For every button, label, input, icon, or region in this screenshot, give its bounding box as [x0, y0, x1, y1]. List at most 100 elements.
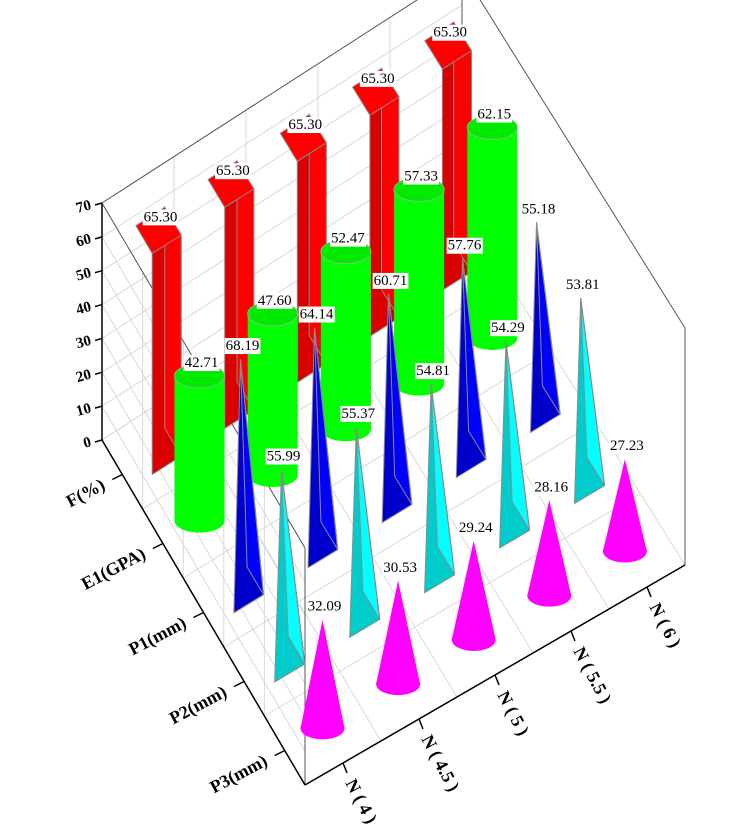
value-label-bg	[490, 320, 526, 337]
z-tick-label: 50	[74, 265, 93, 284]
series-axis-label: E1(GPA)	[78, 543, 149, 594]
bar	[529, 222, 561, 434]
bar	[602, 459, 647, 563]
z-tick	[94, 202, 103, 206]
value-label: 64.14	[300, 307, 334, 323]
series-tick	[193, 611, 204, 619]
z-axis: 0 10 20 30 40 50 60 70	[74, 197, 103, 452]
value-label-bg	[224, 338, 261, 355]
value-label: 42.71	[185, 355, 219, 371]
value-label: 54.81	[416, 363, 450, 379]
value-label-bg	[306, 598, 343, 615]
series-axis-label: P3(mm)	[206, 750, 271, 798]
z-tick-label: 40	[74, 299, 93, 318]
z-tick	[94, 303, 103, 308]
bar	[349, 426, 381, 639]
z-tick	[94, 371, 103, 376]
z-tick-label: 0	[82, 434, 93, 451]
value-label-bg	[298, 306, 335, 323]
value-label: 47.60	[258, 293, 292, 309]
z-tick	[94, 405, 103, 409]
series-axis-label: F(%)	[63, 474, 109, 512]
value-label: 27.23	[610, 438, 644, 454]
bar	[381, 293, 413, 524]
category-axis-label: N ( 6 )	[645, 599, 686, 651]
bar	[376, 580, 421, 696]
value-label-bg	[287, 117, 324, 134]
category-axis-label: N ( 4 )	[341, 775, 382, 827]
value-label-bg	[403, 168, 439, 185]
value-label: 65.30	[288, 117, 322, 133]
bar	[527, 500, 572, 607]
bars	[135, 20, 647, 740]
value-label: 68.19	[226, 338, 260, 354]
category-tick	[646, 586, 652, 598]
bar	[320, 239, 372, 442]
bar	[393, 177, 445, 396]
bar	[424, 20, 473, 292]
series-tick	[152, 542, 164, 550]
value-label-bg	[183, 355, 220, 372]
z-tick-label: 20	[74, 367, 93, 386]
series-axis-label: P2(mm)	[166, 681, 231, 729]
value-label-bg	[142, 209, 179, 226]
category-tick	[342, 762, 348, 774]
z-tick	[94, 439, 103, 443]
category-tick	[418, 718, 424, 730]
value-label: 55.18	[522, 201, 556, 217]
bar	[573, 298, 606, 505]
value-label-bg	[564, 277, 601, 294]
value-label-bg	[330, 230, 367, 247]
category-axis-label: N ( 5.5 )	[569, 643, 616, 707]
bar	[174, 363, 225, 533]
value-label: 28.16	[534, 479, 568, 495]
value-labels: 65.30 65.30 42.71 65.30 47.60 68.19 65.30 52.47…	[142, 24, 645, 615]
value-label: 32.09	[308, 599, 342, 615]
value-label: 65.30	[361, 71, 395, 87]
value-label: 57.76	[448, 238, 482, 254]
value-label-bg	[415, 363, 451, 380]
value-label-bg	[340, 405, 377, 422]
value-label-bg	[265, 448, 302, 465]
series-axis-label: P1(mm)	[125, 612, 190, 660]
bar	[300, 619, 345, 740]
value-label: 65.30	[433, 25, 467, 41]
z-tick-label: 70	[74, 197, 93, 216]
value-label-bg	[476, 106, 513, 123]
bar	[451, 540, 496, 651]
z-tick-label: 30	[74, 333, 93, 352]
value-label: 55.99	[267, 449, 301, 465]
series-tick	[111, 473, 123, 481]
category-axis-label: N ( 4.5 )	[417, 731, 464, 795]
bar	[274, 469, 306, 683]
category-tick	[494, 674, 500, 686]
category-tick	[570, 630, 576, 642]
value-label: 52.47	[331, 231, 365, 247]
bar	[307, 327, 339, 569]
value-label-bg	[382, 559, 418, 576]
bar	[455, 258, 487, 479]
series-tick	[274, 749, 286, 757]
bar	[424, 384, 456, 594]
z-tick-label: 60	[74, 231, 93, 250]
value-label-bg	[446, 237, 483, 254]
value-label: 60.71	[374, 273, 408, 289]
bar	[233, 358, 265, 614]
value-label-bg	[533, 479, 570, 496]
value-label-bg	[520, 201, 557, 218]
value-label: 29.24	[459, 520, 493, 536]
value-label: 55.37	[341, 406, 375, 422]
value-label: 30.53	[383, 560, 417, 576]
value-label-bg	[215, 163, 251, 180]
category-axis-label: N ( 5 )	[493, 687, 534, 739]
z-tick-label: 10	[74, 401, 93, 420]
bar	[499, 341, 531, 549]
value-label: 65.30	[216, 163, 250, 179]
value-label-bg	[432, 24, 468, 41]
z-tick	[94, 236, 103, 240]
value-label: 65.30	[144, 209, 178, 225]
z-tick	[94, 269, 103, 274]
z-tick	[94, 337, 103, 342]
value-label: 54.29	[491, 320, 525, 336]
